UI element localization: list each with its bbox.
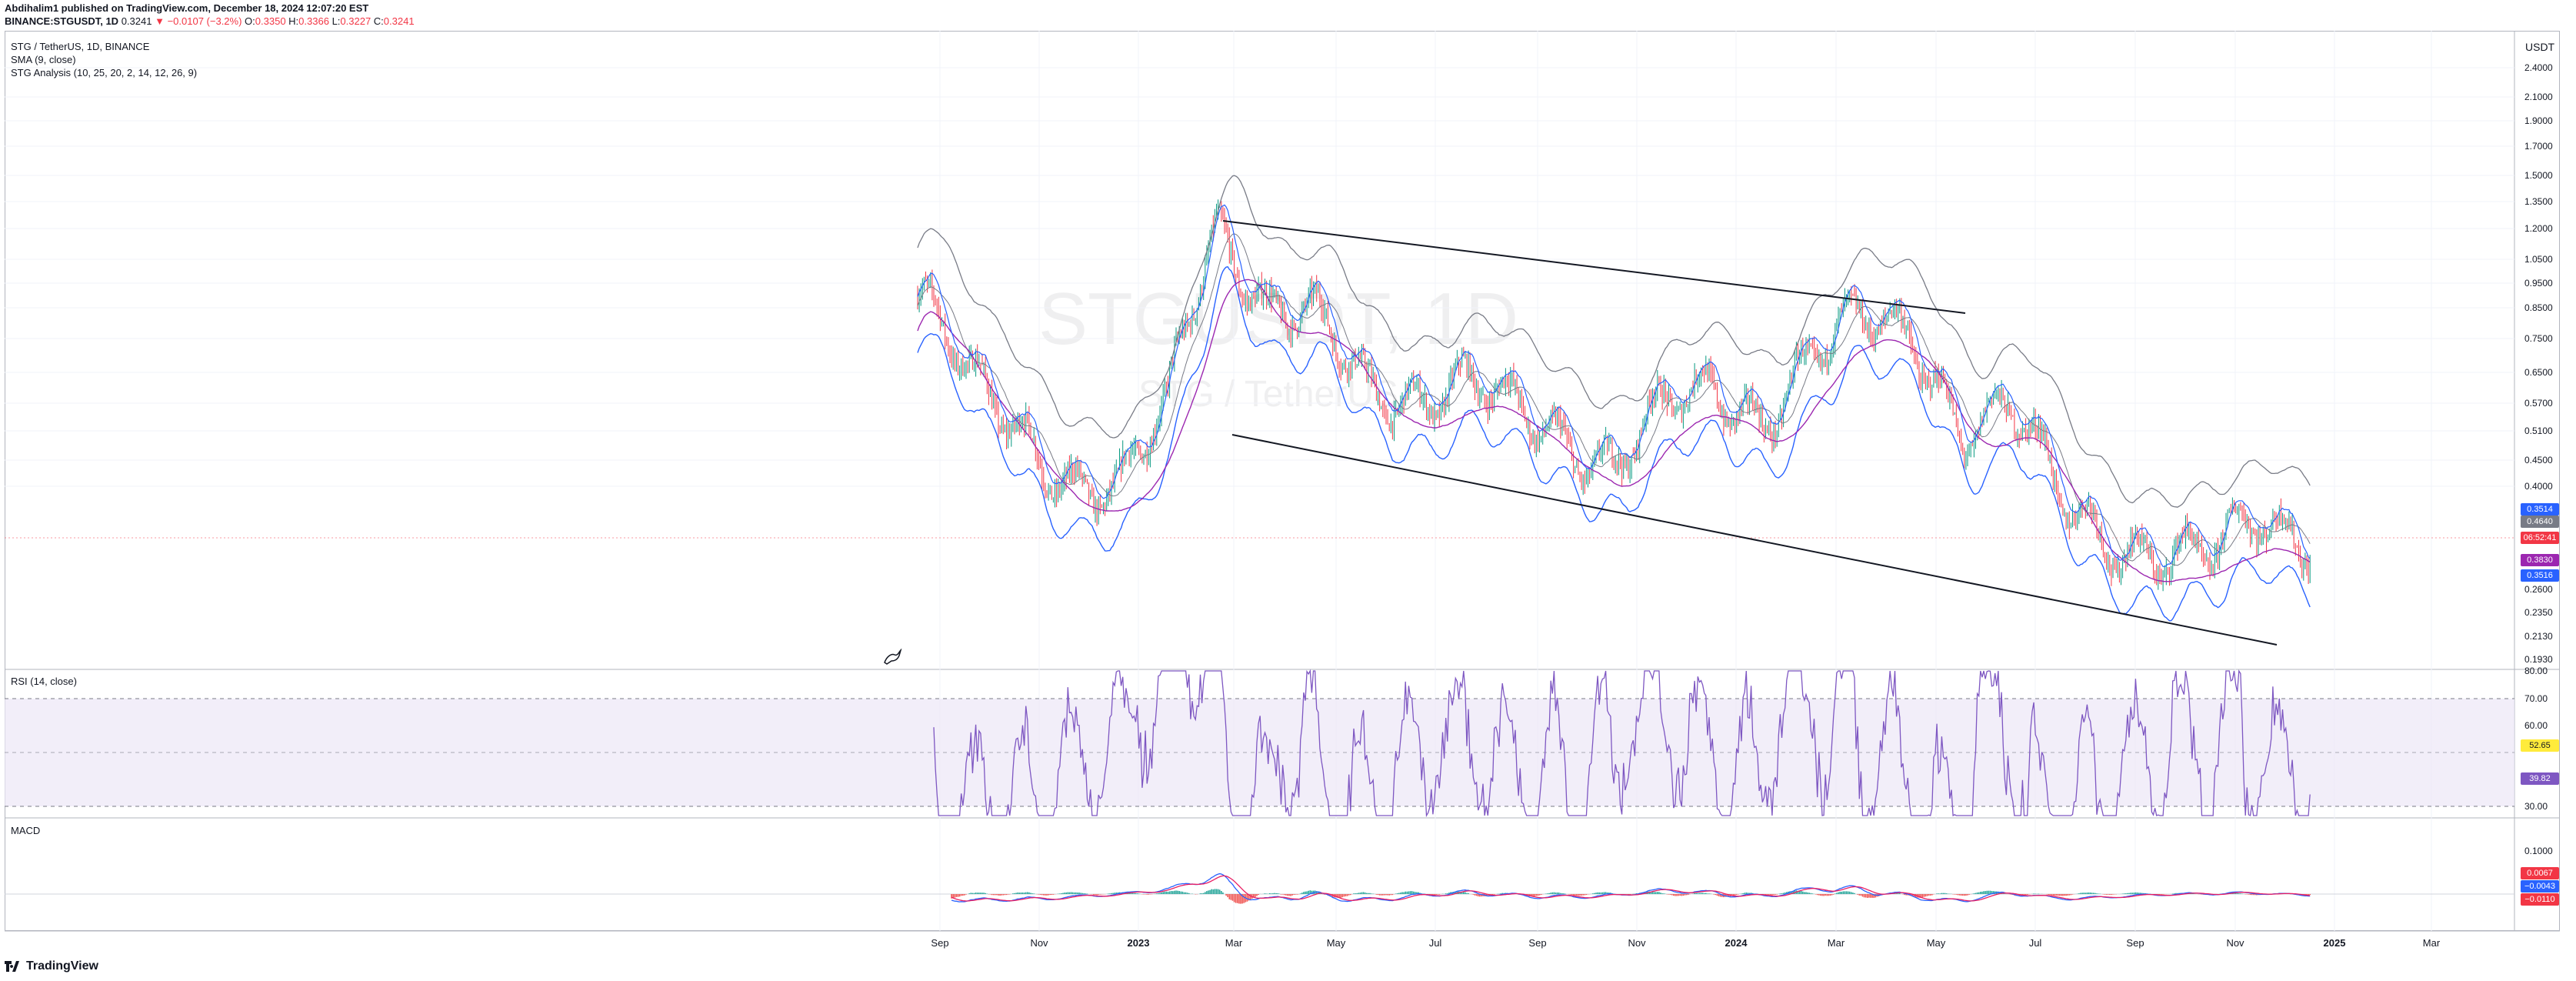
price-tick-label: 0.7500 [2524,333,2553,344]
symbol-name: BINANCE:STGUSDT, 1D [5,15,119,27]
price-tick-label: 1.5000 [2524,170,2553,181]
time-tick-label: Mar [1225,937,1243,949]
badge-macd: −0.0043 [2521,880,2559,893]
price-axis: 2.4000 2.1000 1.9000 1.7000 1.5000 1.3500 1.20… [2524,62,2553,856]
price-tick-label: 0.8500 [2524,302,2553,313]
macd-label: MACD [11,825,41,836]
badge-price-gray: 0.4640 [2521,516,2559,528]
price-tick-label: 0.4500 [2524,455,2553,465]
sma-9 [917,204,2311,568]
cursor-icon [884,649,902,665]
price-tick-label: 0.9500 [2524,278,2553,289]
time-tick-label: 2024 [1725,937,1748,949]
price-tick-label: 1.3500 [2524,196,2553,207]
signal-line [951,875,2311,902]
legend-symbol: STG / TetherUS, 1D, BINANCE [11,41,150,52]
rsi-line [933,669,2311,818]
badge-rsi-ma: 52.65 [2521,739,2559,752]
low-value: 0.3227 [340,15,372,27]
price-tick-label: 0.4000 [2524,481,2553,492]
symbol-line: BINANCE:STGUSDT, 1D 0.3241 ▼ −0.0107 (−3… [5,15,415,27]
time-tick-label: Nov [1030,937,1048,949]
legend-analysis: STG Analysis (10, 25, 20, 2, 14, 12, 26,… [11,67,198,78]
price-tick-label: 2.1000 [2524,92,2553,102]
time-tick-label: Sep [2126,937,2144,949]
price-tick-label: 1.2000 [2524,223,2553,234]
rsi-label: RSI (14, close) [11,676,77,687]
time-tick-label: 2025 [2324,937,2346,949]
price-tick-label: 1.9000 [2524,115,2553,126]
price-tick-label: 1.7000 [2524,141,2553,152]
last-price: 0.3241 [121,15,152,27]
macd-line [951,873,2311,903]
rsi-tick-label: 60.00 [2524,720,2548,731]
time-tick-label: May [1927,937,1946,949]
price-tick-label: 2.4000 [2524,62,2553,73]
time-tick-label: Sep [931,937,948,949]
rsi-tick-label: 30.00 [2524,801,2548,812]
time-tick-label: May [1327,937,1346,949]
time-tick-label: Nov [1628,937,1646,949]
upper-band [917,175,2311,508]
macd-histogram [951,889,2311,904]
time-tick-label: Mar [2423,937,2441,949]
rsi-tick-label: 70.00 [2524,693,2548,704]
tradingview-icon [5,961,19,972]
price-tick-label: 0.5100 [2524,425,2553,436]
time-axis: Sep Nov 2023 Mar May Jul Sep Nov 2024 Mar May Jul Se… [931,937,2440,949]
macd-tick-label: 0.1000 [2524,846,2553,856]
price-tick-label: 0.2600 [2524,584,2553,595]
watermark-name: STG / TetherUS [1138,374,1398,415]
badge-countdown: 06:52:41 [2521,532,2559,544]
badge-signal: −0.0110 [2521,893,2559,906]
legend-sma: SMA (9, close) [11,54,76,65]
badge-rsi: 39.82 [2521,772,2559,785]
price-tick-label: 0.2350 [2524,607,2553,618]
badge-price-blue: 0.3514 [2521,503,2559,516]
publisher-line: Abdihalim1 published on TradingView.com,… [5,2,369,14]
rsi-tick-label: 80.00 [2524,666,2548,676]
badge-macd-hist: 0.0067 [2521,867,2559,879]
badge-price-purple: 0.3830 [2521,554,2559,566]
badge-price-blue-2: 0.3516 [2521,569,2559,582]
price-tick-label: 1.0500 [2524,254,2553,265]
open-value: 0.3350 [255,15,286,27]
close-value: 0.3241 [383,15,415,27]
candles [917,199,2311,592]
time-tick-label: Mar [1828,937,1845,949]
currency-label: USDT [2525,41,2555,53]
watermark-symbol: STGUSDT, 1D [1038,278,1519,360]
tradingview-logo[interactable]: TradingView [5,959,98,973]
time-tick-label: 2023 [1128,937,1150,949]
tradingview-wordmark: TradingView [26,959,98,973]
lower-trendline[interactable] [1231,434,2278,646]
slow-ma [917,279,2311,582]
time-tick-label: Jul [1429,937,1442,949]
time-tick-label: Nov [2226,937,2244,949]
price-change: ▼ −0.0107 (−3.2%) [155,15,242,27]
price-tick-label: 0.5700 [2524,398,2553,409]
lower-band [917,266,2311,622]
upper-trendline[interactable] [1222,220,1966,314]
high-value: 0.3366 [298,15,329,27]
price-tick-label: 0.1930 [2524,654,2553,665]
price-tick-label: 0.6500 [2524,367,2553,378]
time-tick-label: Sep [1528,937,1546,949]
price-tick-label: 0.2130 [2524,631,2553,642]
basis-line [917,233,2311,566]
time-tick-label: Jul [2029,937,2042,949]
